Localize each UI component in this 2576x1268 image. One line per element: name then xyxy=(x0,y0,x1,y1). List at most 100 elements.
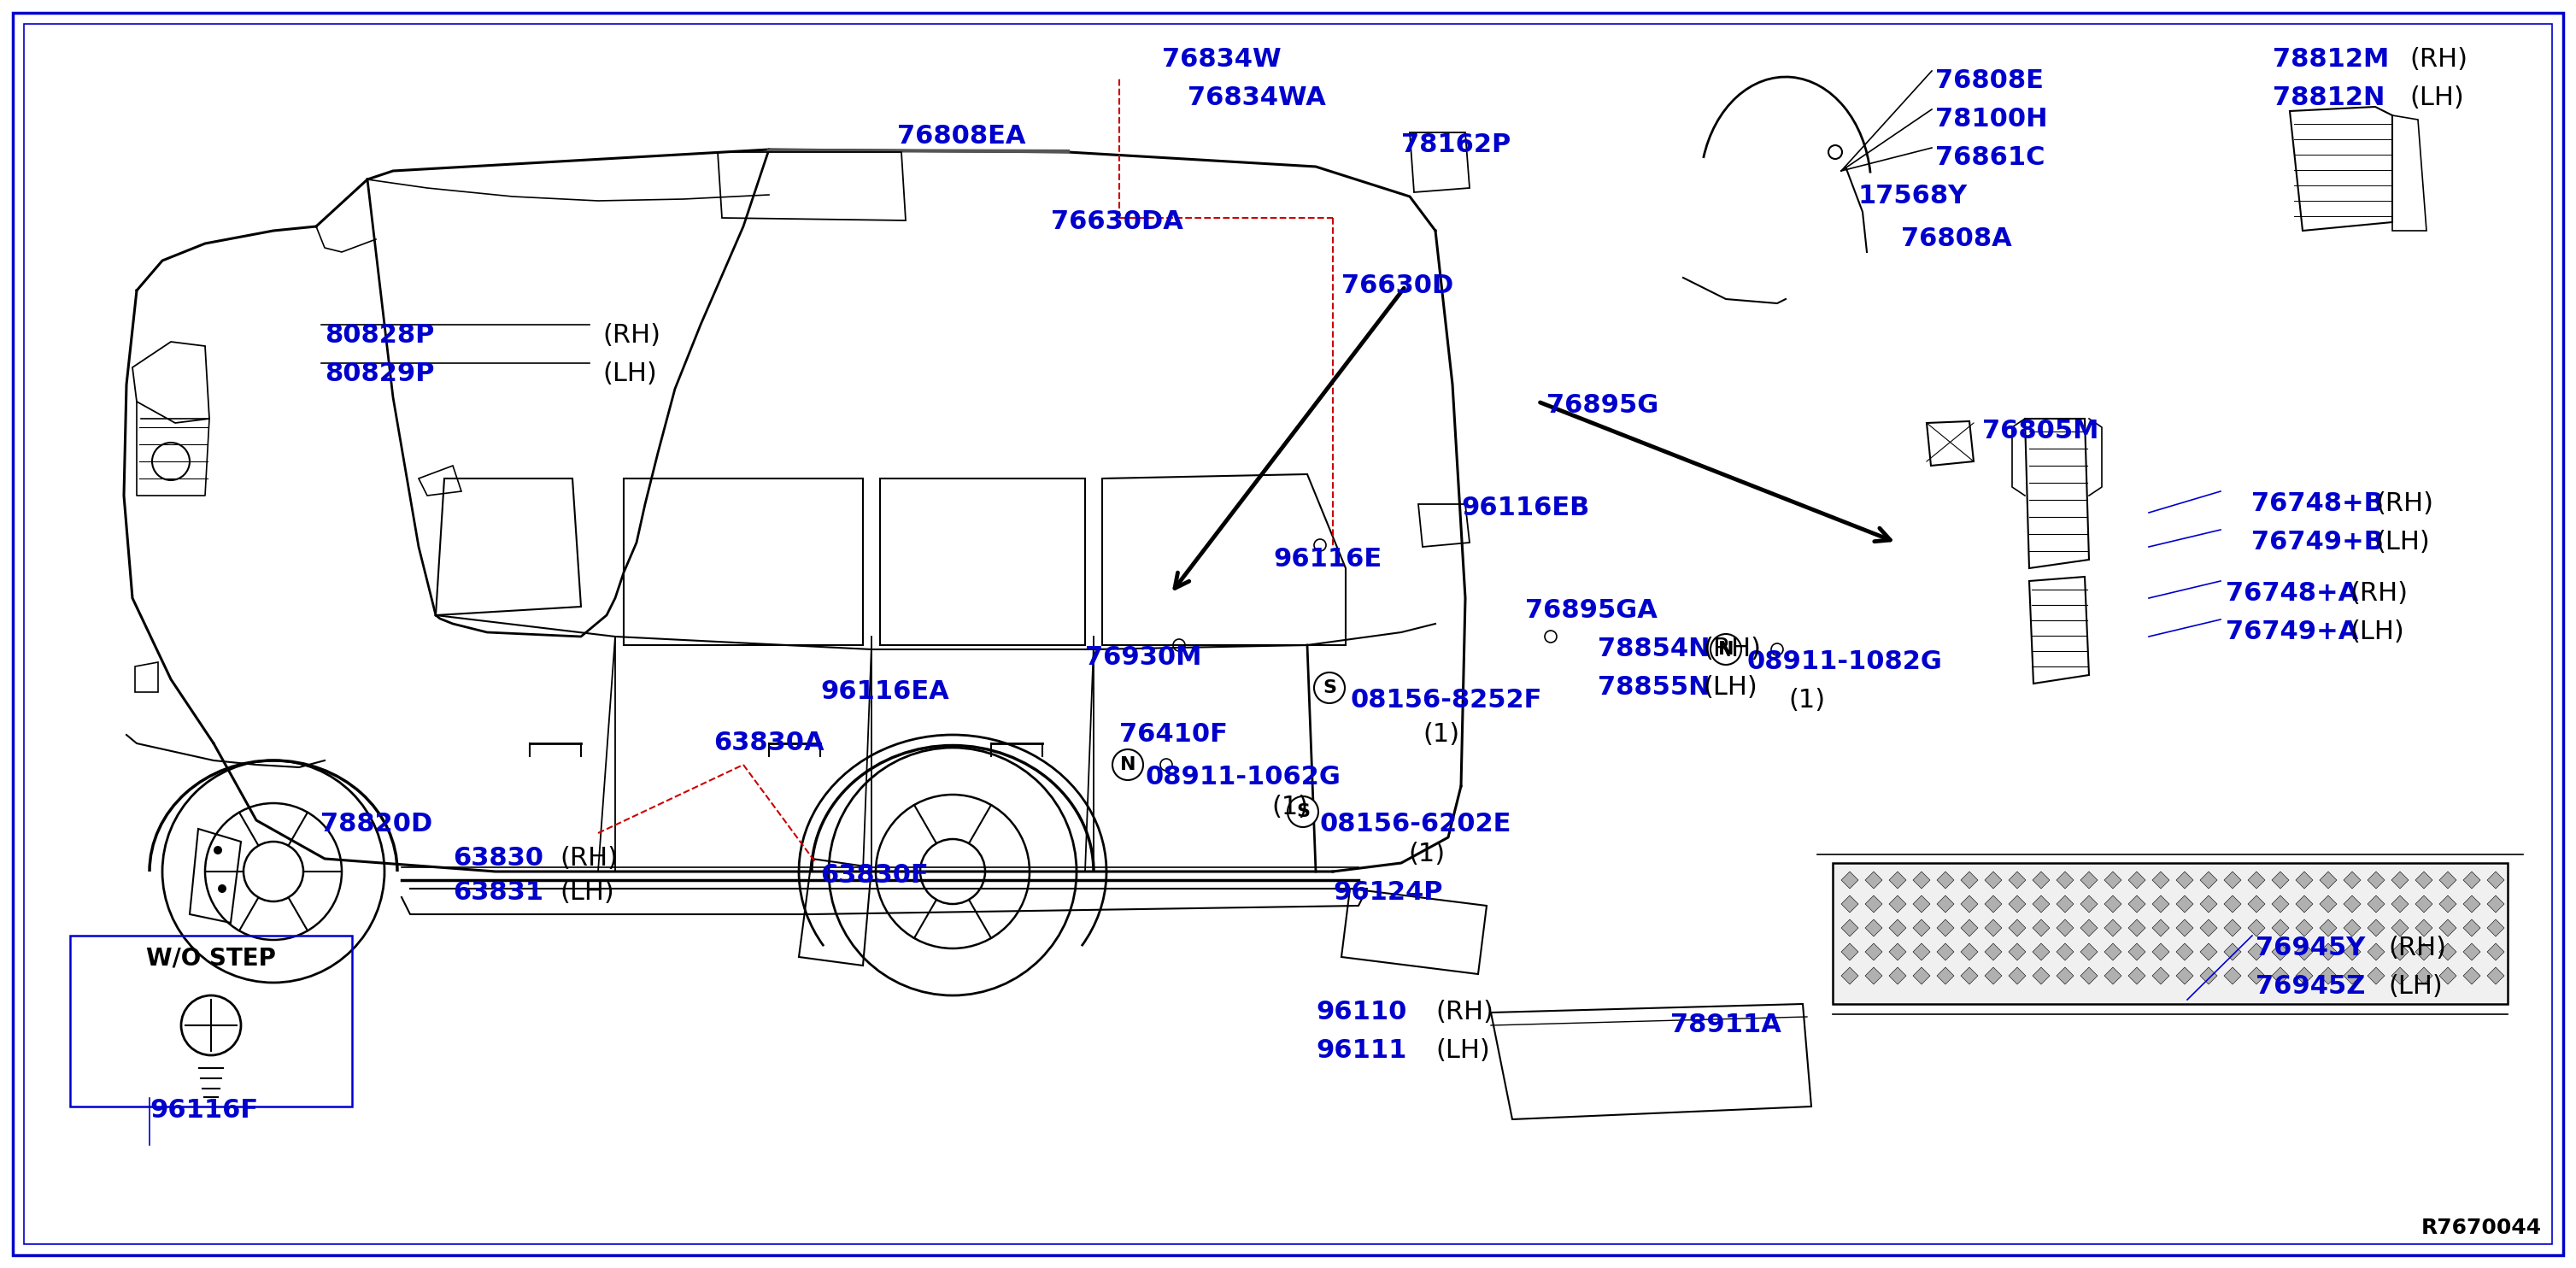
Polygon shape xyxy=(2249,895,2264,913)
Polygon shape xyxy=(2223,943,2241,960)
Text: 63830: 63830 xyxy=(453,846,544,871)
Polygon shape xyxy=(2295,967,2313,984)
Text: (RH): (RH) xyxy=(2388,936,2447,960)
Polygon shape xyxy=(2439,895,2458,913)
Text: (1): (1) xyxy=(1788,687,1824,713)
Polygon shape xyxy=(2439,919,2458,937)
Polygon shape xyxy=(1865,871,1883,889)
Text: 17568Y: 17568Y xyxy=(1857,184,1968,208)
Text: 96110: 96110 xyxy=(1316,999,1406,1025)
Polygon shape xyxy=(2105,895,2123,913)
Polygon shape xyxy=(2128,919,2146,937)
Polygon shape xyxy=(2128,895,2146,913)
Polygon shape xyxy=(1960,943,1978,960)
Text: (LH): (LH) xyxy=(2349,620,2403,644)
Text: 96116E: 96116E xyxy=(1273,547,1381,572)
Text: 63830A: 63830A xyxy=(714,730,824,756)
Text: 78911A: 78911A xyxy=(1669,1013,1783,1037)
Polygon shape xyxy=(1842,871,1857,889)
Polygon shape xyxy=(2391,895,2409,913)
Text: (RH): (RH) xyxy=(2409,47,2468,72)
Text: 78820D: 78820D xyxy=(319,812,433,837)
Polygon shape xyxy=(2272,967,2290,984)
Text: 78855N: 78855N xyxy=(1597,675,1710,700)
Polygon shape xyxy=(2200,919,2218,937)
Text: 08911-1082G: 08911-1082G xyxy=(1747,649,1942,675)
Text: (LH): (LH) xyxy=(559,880,613,905)
Polygon shape xyxy=(1914,919,1929,937)
Polygon shape xyxy=(2177,895,2192,913)
Text: (1): (1) xyxy=(1273,795,1309,819)
Polygon shape xyxy=(2391,943,2409,960)
Polygon shape xyxy=(1914,871,1929,889)
Polygon shape xyxy=(1865,967,1883,984)
Polygon shape xyxy=(2463,895,2481,913)
Polygon shape xyxy=(2416,871,2432,889)
Polygon shape xyxy=(2177,919,2192,937)
Polygon shape xyxy=(2272,919,2290,937)
Polygon shape xyxy=(2367,967,2385,984)
Text: 76749+B: 76749+B xyxy=(2251,530,2383,554)
Polygon shape xyxy=(2249,943,2264,960)
Polygon shape xyxy=(1842,919,1857,937)
Polygon shape xyxy=(2416,967,2432,984)
Polygon shape xyxy=(1984,919,2002,937)
Text: (RH): (RH) xyxy=(1703,637,1762,662)
Text: 80828P: 80828P xyxy=(325,323,435,347)
Text: (LH): (LH) xyxy=(2375,530,2429,554)
Polygon shape xyxy=(2344,967,2360,984)
Polygon shape xyxy=(2151,895,2169,913)
Bar xyxy=(1832,864,2506,1004)
Text: 76805M: 76805M xyxy=(1981,418,2099,444)
Polygon shape xyxy=(2128,871,2146,889)
Polygon shape xyxy=(2105,943,2123,960)
Text: 80829P: 80829P xyxy=(325,361,435,387)
Polygon shape xyxy=(1842,967,1857,984)
Text: N: N xyxy=(1121,756,1136,773)
Polygon shape xyxy=(2439,967,2458,984)
Polygon shape xyxy=(2367,943,2385,960)
Polygon shape xyxy=(2081,967,2097,984)
Polygon shape xyxy=(2081,919,2097,937)
Polygon shape xyxy=(2272,943,2290,960)
Polygon shape xyxy=(1865,895,1883,913)
Polygon shape xyxy=(1984,967,2002,984)
Polygon shape xyxy=(2200,895,2218,913)
Text: 63831: 63831 xyxy=(453,880,544,905)
Polygon shape xyxy=(2488,943,2504,960)
Polygon shape xyxy=(2416,919,2432,937)
Text: 76861C: 76861C xyxy=(1935,146,2045,170)
Polygon shape xyxy=(2295,943,2313,960)
Text: 76808EA: 76808EA xyxy=(896,124,1025,148)
Polygon shape xyxy=(2463,871,2481,889)
Polygon shape xyxy=(2032,919,2050,937)
Polygon shape xyxy=(2151,943,2169,960)
Polygon shape xyxy=(2056,871,2074,889)
Circle shape xyxy=(1113,749,1144,780)
Polygon shape xyxy=(2249,919,2264,937)
Polygon shape xyxy=(1960,895,1978,913)
Polygon shape xyxy=(2105,871,2123,889)
Polygon shape xyxy=(2081,895,2097,913)
Polygon shape xyxy=(2318,919,2336,937)
Polygon shape xyxy=(2318,895,2336,913)
Polygon shape xyxy=(1960,967,1978,984)
Polygon shape xyxy=(2223,967,2241,984)
Circle shape xyxy=(214,846,222,855)
Polygon shape xyxy=(1937,943,1955,960)
Polygon shape xyxy=(2032,895,2050,913)
Polygon shape xyxy=(2367,871,2385,889)
Polygon shape xyxy=(1937,895,1955,913)
Polygon shape xyxy=(2391,871,2409,889)
Text: 96116F: 96116F xyxy=(149,1098,258,1122)
Polygon shape xyxy=(2391,919,2409,937)
Polygon shape xyxy=(2463,919,2481,937)
Text: (LH): (LH) xyxy=(603,361,657,387)
Circle shape xyxy=(1288,796,1319,827)
Polygon shape xyxy=(1984,871,2002,889)
Circle shape xyxy=(219,884,227,893)
Polygon shape xyxy=(2200,943,2218,960)
Polygon shape xyxy=(2318,943,2336,960)
Polygon shape xyxy=(2128,967,2146,984)
Polygon shape xyxy=(2009,895,2025,913)
